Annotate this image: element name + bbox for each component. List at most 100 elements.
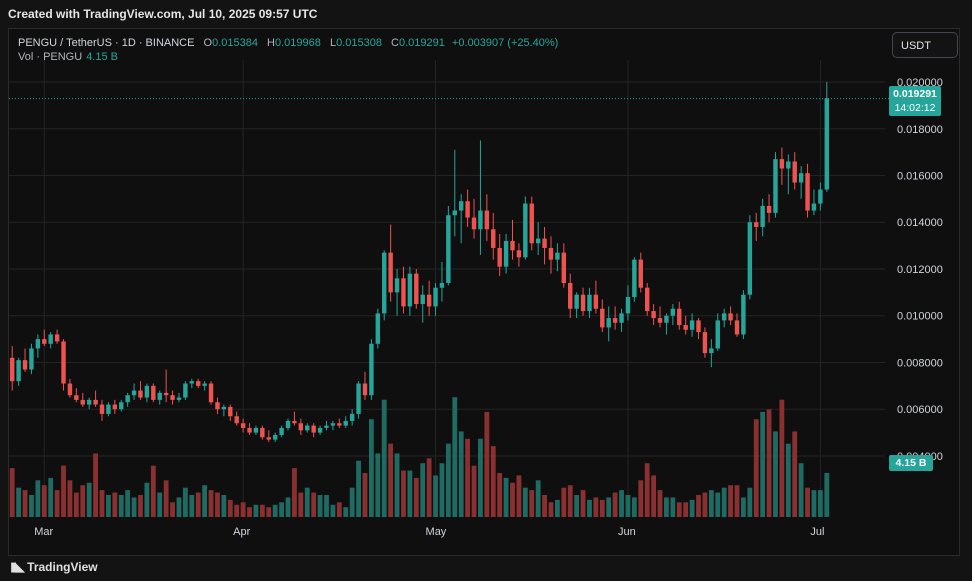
volume-bar bbox=[580, 490, 586, 517]
volume-bar bbox=[54, 490, 60, 517]
volume-bar bbox=[86, 482, 92, 517]
volume-bar bbox=[138, 495, 143, 517]
candle-body bbox=[298, 423, 304, 431]
candle-body bbox=[824, 98, 829, 190]
price-tick-label: 0.008000 bbox=[897, 357, 943, 369]
candle-body bbox=[196, 381, 201, 386]
candle-body bbox=[587, 294, 592, 312]
volume-label[interactable]: Vol · PENGU bbox=[18, 51, 83, 63]
candle-body bbox=[786, 161, 791, 169]
volume-bar bbox=[106, 495, 111, 517]
candle-body bbox=[638, 259, 643, 288]
volume-bar bbox=[471, 465, 477, 517]
time-tick-label: Jul bbox=[810, 526, 824, 538]
candle-body bbox=[189, 381, 195, 384]
candle-body bbox=[805, 173, 810, 211]
volume-bar bbox=[73, 492, 79, 517]
volume-bar bbox=[16, 487, 22, 517]
candle-body bbox=[356, 383, 361, 414]
candle-body bbox=[766, 205, 772, 213]
volume-bar bbox=[619, 490, 624, 517]
candle-body bbox=[452, 210, 457, 216]
volume-bar bbox=[721, 487, 727, 517]
volume-bar bbox=[29, 495, 34, 517]
candle-body bbox=[305, 425, 310, 431]
volume-bars bbox=[9, 397, 830, 517]
candle-body bbox=[369, 343, 374, 396]
candle-body bbox=[439, 283, 445, 288]
price-axis: 0.0200000.0180000.0160000.0140000.012000… bbox=[897, 77, 943, 463]
symbol-title[interactable]: PENGU / TetherUS · 1D · BINANCE bbox=[18, 37, 195, 49]
candle-body bbox=[388, 252, 393, 293]
price-tick-label: 0.014000 bbox=[897, 217, 943, 229]
volume-bar bbox=[452, 397, 458, 517]
candle-body bbox=[176, 397, 182, 400]
volume-bar bbox=[753, 419, 759, 517]
candle-body bbox=[330, 423, 336, 426]
volume-bar bbox=[343, 507, 349, 517]
volume-bar bbox=[644, 463, 650, 517]
volume-bar bbox=[292, 468, 297, 517]
candle-body bbox=[651, 311, 656, 319]
volume-value: 4.15 B bbox=[86, 51, 118, 63]
volume-bar bbox=[708, 490, 714, 517]
volume-legend: Vol · PENGU 4.15 B bbox=[18, 51, 118, 63]
volume-bar bbox=[420, 463, 426, 517]
candle-body bbox=[272, 434, 278, 440]
volume-bar bbox=[728, 485, 733, 517]
volume-bar bbox=[760, 411, 766, 517]
candle-body bbox=[465, 201, 470, 218]
header-attribution: Created with TradingView.com, Jul 10, 20… bbox=[0, 0, 972, 28]
volume-bar bbox=[266, 507, 272, 517]
volume-bar bbox=[407, 470, 413, 517]
candle-body bbox=[119, 402, 124, 410]
volume-bar bbox=[285, 497, 291, 517]
candle-body bbox=[458, 201, 464, 211]
low-value: 0.015308 bbox=[336, 37, 382, 49]
volume-bar bbox=[388, 443, 394, 517]
candle-body bbox=[619, 313, 624, 323]
candle-body bbox=[35, 339, 41, 349]
volume-bar bbox=[163, 480, 169, 517]
candle-body bbox=[93, 399, 98, 405]
volume-bar bbox=[478, 438, 483, 517]
volume-bar bbox=[381, 399, 387, 517]
brand-name: TradingView bbox=[27, 560, 98, 574]
candle-body bbox=[151, 385, 156, 400]
volume-bar bbox=[413, 477, 419, 517]
volume-bar bbox=[215, 492, 220, 517]
volume-bar bbox=[195, 492, 201, 517]
close-value: 0.019291 bbox=[398, 37, 445, 49]
candle-body bbox=[670, 308, 676, 316]
candle-body bbox=[48, 334, 53, 344]
candle-body bbox=[709, 348, 714, 354]
candle-body bbox=[420, 294, 425, 305]
volume-bar bbox=[606, 497, 612, 517]
candle-body bbox=[754, 222, 759, 227]
candles bbox=[10, 82, 829, 442]
volume-bar bbox=[702, 492, 708, 517]
candle-body bbox=[606, 318, 611, 328]
candle-body bbox=[818, 189, 823, 204]
candle-body bbox=[433, 287, 438, 307]
candle-body bbox=[343, 420, 348, 426]
volume-bar bbox=[240, 502, 246, 517]
volume-bar bbox=[676, 502, 682, 517]
candle-body bbox=[491, 229, 496, 248]
volume-bar bbox=[35, 480, 41, 517]
candle-body bbox=[29, 348, 34, 370]
volume-bar bbox=[792, 431, 798, 517]
volume-bar bbox=[330, 504, 336, 517]
volume-bar bbox=[189, 495, 195, 517]
footer-brand[interactable]: ▮◣ TradingView bbox=[10, 556, 98, 578]
candle-body bbox=[734, 320, 740, 335]
candle-body bbox=[349, 413, 355, 421]
volume-bar bbox=[304, 487, 310, 517]
open-label: O bbox=[203, 37, 213, 49]
volume-bar bbox=[221, 495, 227, 517]
currency-button[interactable]: USDT bbox=[892, 32, 958, 58]
candle-body bbox=[253, 427, 259, 433]
candle-body bbox=[99, 404, 105, 414]
candle-body bbox=[74, 395, 79, 400]
